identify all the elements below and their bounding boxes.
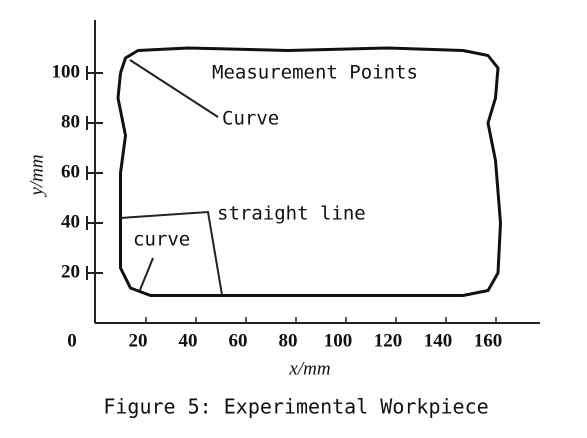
y-tick-label: 40 — [61, 211, 80, 232]
x-tick-label: 120 — [374, 330, 403, 351]
y-tick-label: 20 — [61, 261, 80, 282]
y-tick-label: 100 — [52, 61, 81, 82]
y-axis-label: y/mm — [26, 154, 47, 197]
x-tick-label: 140 — [424, 330, 453, 351]
annotation: curve — [133, 229, 190, 251]
y-tick-label: 80 — [61, 111, 80, 132]
x-tick-label: 160 — [474, 330, 503, 351]
x-tick-label: 60 — [229, 330, 248, 351]
x-tick-label: 0 — [67, 330, 77, 351]
chart-title: Figure 5: Experimental Workpiece — [103, 395, 488, 419]
x-axis-label: x/mm — [288, 358, 330, 379]
leader-line — [129, 59, 219, 118]
x-tick-label: 80 — [279, 330, 298, 351]
annotation: Curve — [222, 108, 279, 130]
outline — [116, 46, 502, 297]
leader-line — [139, 257, 154, 291]
x-tick-label: 40 — [179, 330, 198, 351]
leader-line — [119, 210, 223, 296]
annotation: straight line — [217, 203, 366, 225]
x-tick-label: 100 — [324, 330, 353, 351]
y-tick-label: 60 — [61, 161, 80, 182]
x-tick-label: 20 — [129, 330, 148, 351]
annotation: Measurement Points — [212, 62, 418, 84]
